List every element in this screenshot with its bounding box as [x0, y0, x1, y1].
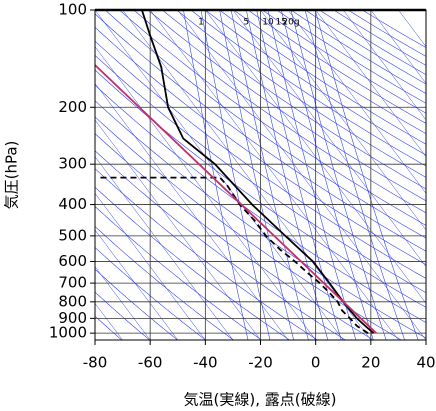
x-tick-label: 20	[361, 354, 380, 372]
mixing-ratio-line	[290, 10, 387, 340]
dry-adiabat	[133, 10, 426, 214]
dry-adiabat	[176, 10, 426, 178]
dry-adiabat	[318, 10, 426, 76]
isotherm-skew	[95, 156, 234, 340]
isotherm-skew	[398, 10, 426, 48]
isotherm-skew	[95, 46, 316, 340]
isotherm-skew	[425, 10, 426, 11]
mixing-ratio-line	[200, 10, 271, 340]
isotherm-skew	[232, 10, 426, 268]
mixing-ratio-line	[267, 10, 357, 340]
isotherm-skew	[95, 82, 289, 340]
background-lines	[95, 10, 426, 340]
dry-adiabat	[95, 40, 426, 279]
temperature-line	[141, 10, 375, 334]
dry-adiabat	[104, 10, 426, 239]
dry-adiabat	[95, 13, 426, 252]
isotherm-skew	[343, 10, 426, 121]
y-tick-label: 200	[58, 98, 87, 116]
dry-adiabat	[95, 268, 179, 340]
y-tick-label: 500	[58, 226, 87, 244]
dry-adiabat	[95, 315, 123, 340]
dry-adiabat	[95, 247, 207, 340]
isotherm-skew	[287, 10, 426, 194]
dry-adiabat	[190, 10, 426, 167]
y-axis-label: 気圧(hPa)	[3, 141, 21, 210]
dry-adiabat	[95, 84, 426, 323]
dry-adiabat	[118, 10, 426, 226]
isotherm-skew	[149, 10, 399, 340]
x-tick-label: -60	[138, 354, 163, 372]
x-tick-label: -20	[248, 354, 273, 372]
isotherm-skew	[122, 10, 372, 340]
dry-adiabat	[95, 206, 263, 340]
y-tick-label: 1000	[49, 324, 87, 342]
mixing-ratio-line	[245, 10, 329, 340]
isotherm-skew	[95, 229, 178, 340]
mixing-ratio-line	[183, 10, 249, 340]
mixing-ratio-line	[219, 10, 295, 340]
dry-adiabat	[95, 186, 291, 340]
dry-adiabat	[95, 226, 235, 340]
mixing-ratio-line	[230, 10, 309, 340]
dry-adiabat	[95, 116, 402, 340]
x-tick-label: 40	[416, 354, 435, 372]
mixing-ratio-line	[314, 10, 419, 340]
dry-adiabat	[161, 10, 426, 190]
x-axis-label: 気温(実線), 露点(破線)	[184, 391, 337, 409]
mixing-ratio-label: 1	[198, 18, 204, 28]
mixing-ratio-line	[256, 10, 342, 340]
dry-adiabat	[95, 150, 346, 340]
dry-adiabat	[95, 168, 318, 340]
dry-adiabat	[95, 54, 426, 294]
dry-adiabat	[333, 10, 426, 66]
dry-adiabat	[95, 291, 151, 340]
y-tick-label: 400	[58, 195, 87, 213]
y-tick-label: 800	[58, 292, 87, 310]
mixing-ratio-line	[304, 10, 406, 340]
mixing-ratio-label: 20g	[282, 18, 299, 28]
y-tick-label: 700	[58, 274, 87, 292]
x-tick-label: 0	[311, 354, 321, 372]
y-tick-label: 900	[58, 309, 87, 327]
profiles	[95, 10, 377, 334]
grid	[90, 9, 427, 345]
dry-adiabat	[95, 69, 426, 308]
isotherm-skew	[205, 10, 426, 304]
y-tick-label: 100	[58, 1, 87, 19]
mixing-ratio-label: 5	[243, 18, 249, 28]
temperature-line	[95, 64, 377, 334]
x-tick-label: -40	[193, 354, 218, 372]
isotherm-skew	[370, 10, 426, 84]
isotherm-skew	[315, 10, 426, 158]
dry-adiabat	[147, 10, 426, 202]
dewpoint-line	[97, 176, 369, 334]
isotherm-skew	[95, 266, 151, 340]
mixing-ratio-label: 10	[262, 18, 274, 28]
isotherm-skew	[95, 192, 206, 340]
dry-adiabat	[218, 10, 426, 145]
dry-adiabat	[95, 26, 426, 266]
y-tick-label: 600	[58, 252, 87, 270]
x-tick-label: -80	[83, 354, 108, 372]
y-tick-label: 300	[58, 155, 87, 173]
isotherm-skew	[95, 119, 261, 340]
dry-adiabat	[204, 10, 426, 156]
isotherm-skew	[260, 10, 426, 231]
isotherm-skew	[177, 10, 426, 340]
mixing-ratio-label: 15	[276, 18, 287, 28]
isotherm-skew	[95, 10, 344, 340]
